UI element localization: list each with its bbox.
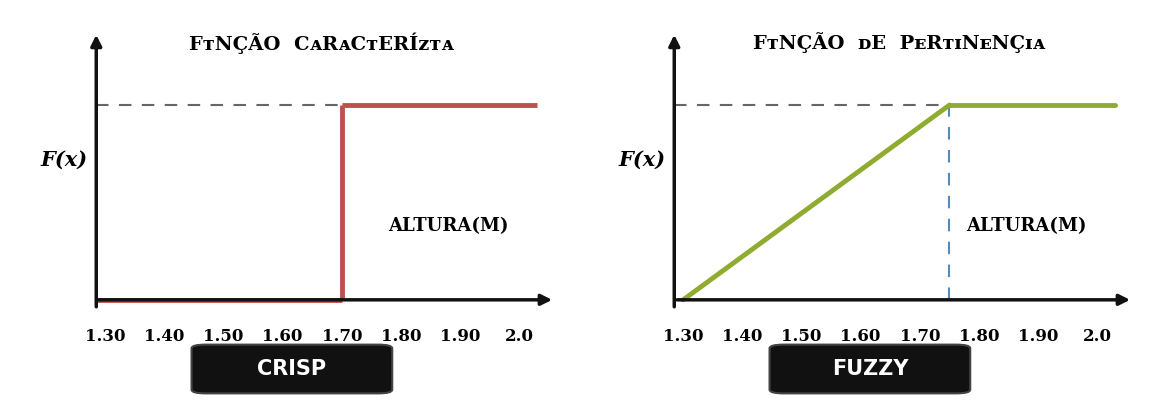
Text: 1.40: 1.40	[144, 328, 185, 345]
Text: 2.0: 2.0	[505, 328, 534, 345]
Text: 1.60: 1.60	[262, 328, 303, 345]
Text: 1.40: 1.40	[722, 328, 763, 345]
FancyBboxPatch shape	[770, 345, 970, 393]
Text: ALTURA(M): ALTURA(M)	[966, 217, 1087, 235]
Text: F(x): F(x)	[40, 150, 88, 170]
Text: 1.70: 1.70	[321, 328, 362, 345]
Text: 1.90: 1.90	[1018, 328, 1059, 345]
Text: FUZZY: FUZZY	[831, 359, 909, 379]
Text: 2.0: 2.0	[1083, 328, 1112, 345]
Text: 1.30: 1.30	[84, 328, 125, 345]
Text: ALTURA(M): ALTURA(M)	[388, 217, 509, 235]
FancyBboxPatch shape	[192, 345, 392, 393]
Text: F(x): F(x)	[618, 150, 666, 170]
Text: 1.30: 1.30	[662, 328, 703, 345]
Text: 1.70: 1.70	[899, 328, 940, 345]
Text: 1.50: 1.50	[781, 328, 822, 345]
Text: 1.80: 1.80	[380, 328, 421, 345]
Text: 1.60: 1.60	[840, 328, 881, 345]
Text: 1.80: 1.80	[958, 328, 999, 345]
Text: CRISP: CRISP	[258, 359, 326, 379]
Text: 1.50: 1.50	[203, 328, 244, 345]
Text: FᴛNÇÃO  ᴅE  PᴇRᴛɪNᴇNÇɪᴀ: FᴛNÇÃO ᴅE PᴇRᴛɪNᴇNÇɪᴀ	[754, 32, 1045, 53]
Text: 1.90: 1.90	[440, 328, 481, 345]
Text: FᴛNÇÃO  CᴀRᴀCᴛERÍᴢᴛᴀ: FᴛNÇÃO CᴀRᴀCᴛERÍᴢᴛᴀ	[188, 32, 453, 54]
